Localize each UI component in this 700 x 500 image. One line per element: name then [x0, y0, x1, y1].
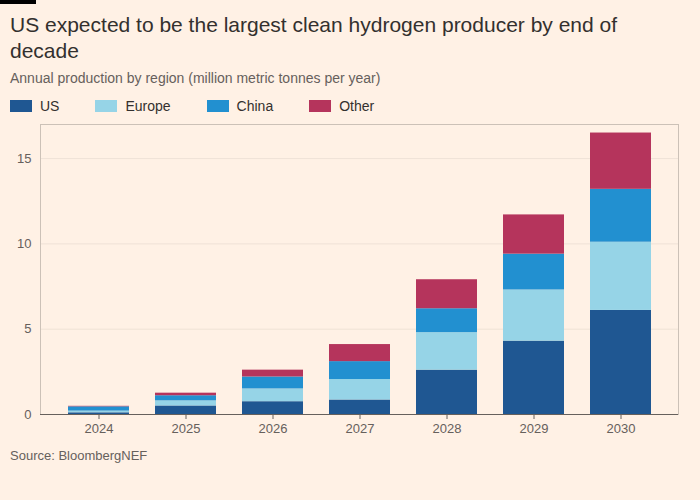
svg-text:2024: 2024	[85, 421, 114, 436]
svg-text:2030: 2030	[607, 421, 636, 436]
html-text:Source: BloombergNEF: Source: BloombergNEF	[10, 448, 148, 463]
html-text:US: US	[40, 98, 60, 114]
html-text:Annual production by region (m: Annual production by region (million met…	[10, 70, 381, 86]
svg-text:2027: 2027	[346, 421, 375, 436]
html-text:Other: Other	[339, 98, 375, 114]
html-text:US expected to be the largest: US expected to be the largest clean hydr…	[10, 13, 618, 62]
svg-text:10: 10	[17, 236, 31, 251]
svg-text:2025: 2025	[172, 421, 201, 436]
svg-text:15: 15	[17, 151, 31, 166]
svg-text:0: 0	[24, 407, 31, 422]
svg-text:2026: 2026	[259, 421, 288, 436]
svg-text:2029: 2029	[520, 421, 549, 436]
svg-text:2028: 2028	[433, 421, 462, 436]
html-text:Europe: Europe	[125, 98, 171, 114]
html-text:China: China	[236, 98, 274, 114]
svg-text:5: 5	[24, 321, 31, 336]
